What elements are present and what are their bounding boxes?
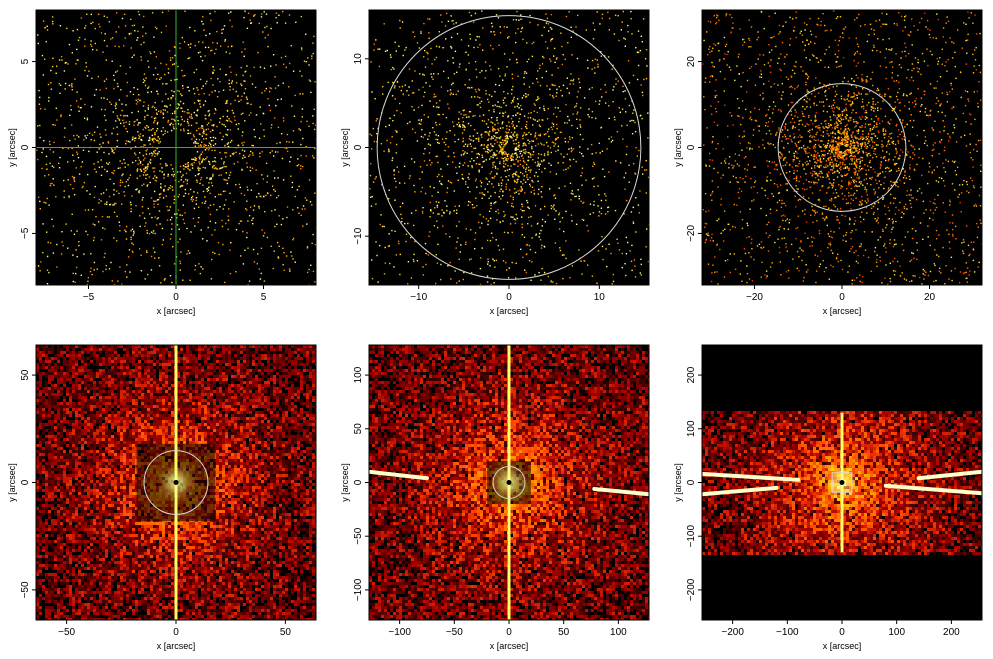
x-tick-label: 5 [261,292,267,303]
x-tick-label: −10 [410,292,427,303]
x-tick-label: 0 [839,627,845,638]
y-axis-label: y [arcsec] [340,128,350,167]
y-tick-label: 0 [686,479,697,485]
y-tick-label: −50 [20,581,31,598]
diffraction-spike [592,486,649,497]
y-tick-label: 100 [353,366,364,383]
x-axis-label: x [arcsec] [490,641,529,651]
extraction-circle [143,450,209,515]
x-tick-label: 100 [610,627,627,638]
x-tick-label: −50 [446,627,463,638]
x-tick-label: −20 [746,292,763,303]
x-tick-label: −50 [58,627,75,638]
y-tick-label: 20 [686,56,697,68]
event-image [36,10,316,285]
y-tick-label: −5 [20,227,31,239]
extraction-circle [376,15,642,280]
y-tick-label: 100 [686,420,697,437]
y-tick-label: 5 [20,58,31,64]
extraction-circle [777,83,907,212]
event-image [36,345,316,620]
chart-panel-3: −20 0 20 −20 0 20 x [arcsec] y [arcsec] [673,9,983,316]
plot-background [702,10,982,285]
chart-panel-5: −100 −50 0 50 100 −100 −50 0 50 100 x [arcsec] y [a… [340,344,650,651]
chart-panel-4: −50 0 50 −50 0 50 x [arcsec] y [arcsec] [7,344,317,651]
y-tick-label: 0 [353,144,364,150]
extraction-circle [492,466,526,499]
x-tick-label: −200 [721,627,744,638]
y-tick-label: 0 [686,144,697,150]
y-tick-label: −100 [686,525,697,548]
x-tick-label: 0 [506,627,512,638]
diffraction-spike [916,469,982,481]
chart-panel-2: −10 0 10 −10 0 10 x [arcsec] y [arcsec] [340,9,650,316]
x-tick-label: 50 [280,627,292,638]
chart-panel-6: −200 −100 0 100 200 −200 −100 0 100 200 x [arcsec]… [673,344,983,651]
x-tick-label: −100 [388,627,411,638]
x-axis-label: x [arcsec] [157,641,196,651]
x-tick-label: 200 [943,627,960,638]
y-axis-label: y [arcsec] [673,463,683,502]
x-tick-label: −5 [83,292,95,303]
x-tick-label: 0 [173,292,179,303]
diffraction-spike [702,485,779,497]
event-image [369,345,649,620]
y-tick-label: 200 [686,366,697,383]
y-axis-label: y [arcsec] [7,463,17,502]
event-image [702,10,982,285]
event-image [702,411,982,555]
y-tick-label: 0 [20,479,31,485]
y-tick-label: −20 [686,225,697,242]
x-tick-label: 0 [506,292,512,303]
x-axis-label: x [arcsec] [490,306,529,316]
y-tick-label: 0 [20,144,31,150]
x-tick-label: 20 [924,292,936,303]
source-core [506,480,512,485]
event-image [369,10,649,285]
y-axis-label: y [arcsec] [7,128,17,167]
y-tick-label: 0 [353,479,364,485]
x-axis-label: x [arcsec] [823,641,862,651]
diffraction-spike [702,471,801,482]
y-tick-label: −10 [353,227,364,244]
diffraction-spike [883,483,982,496]
source-core [839,480,845,485]
x-tick-label: 50 [558,627,570,638]
x-tick-label: −100 [776,627,799,638]
y-tick-label: 10 [353,53,364,65]
x-tick-label: 0 [839,292,845,303]
extraction-box [831,472,853,493]
y-axis-label: y [arcsec] [340,463,350,502]
y-axis-label: y [arcsec] [673,128,683,167]
x-axis-label: x [arcsec] [157,306,196,316]
y-tick-label: 50 [353,423,364,435]
x-axis-label: x [arcsec] [823,306,862,316]
source-core [173,480,179,485]
y-tick-label: −100 [353,578,364,601]
x-tick-label: 100 [888,627,905,638]
chart-panel-1: −5 0 5 −5 0 5 x [arcsec] y [arcsec] [7,9,317,316]
plot-background [369,10,649,285]
x-tick-label: 0 [173,627,179,638]
y-tick-label: −50 [353,527,364,544]
y-tick-label: −200 [686,578,697,601]
x-tick-label: 10 [594,292,606,303]
y-tick-label: 50 [20,369,31,381]
diffraction-spike [369,469,429,481]
